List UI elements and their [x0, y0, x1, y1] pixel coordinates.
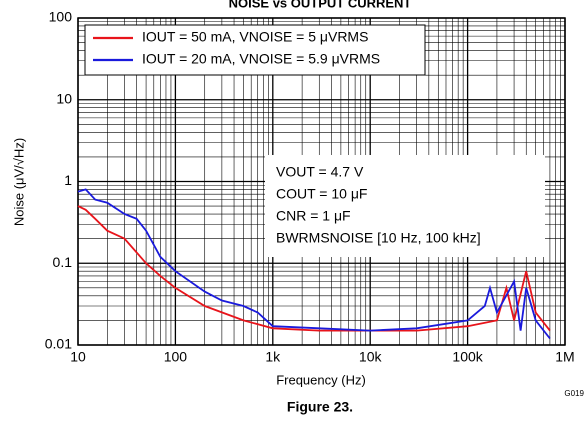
y-tick-label: 0.01: [45, 336, 72, 352]
x-tick-label: 100: [164, 349, 188, 365]
figure-code: G019: [564, 389, 584, 398]
y-axis-label: Noise (μV/√Hz): [11, 138, 26, 226]
annotation: CNR = 1 μF: [276, 208, 351, 224]
y-tick-label: 1: [64, 172, 72, 188]
data-line: [77, 205, 551, 332]
x-tick-label: 10k: [359, 349, 383, 365]
y-tick-label: 100: [49, 9, 73, 25]
annotation: BWRMSNOISE [10 Hz, 100 kHz]: [276, 230, 481, 246]
annotation: VOUT = 4.7 V: [276, 164, 364, 180]
y-tick-label: 10: [56, 90, 72, 106]
figure-caption: Figure 23.: [287, 399, 353, 415]
legend-label: IOUT = 50 mA, VNOISE = 5 μVRMS: [142, 29, 368, 45]
x-tick-label: 1M: [555, 349, 574, 365]
legend-box: [84, 24, 426, 76]
chart-title: NOISE vs OUTPUT CURRENT: [229, 0, 412, 10]
x-tick-label: 10: [70, 349, 86, 365]
x-tick-label: 100k: [452, 349, 483, 365]
annotation: COUT = 10 μF: [276, 186, 367, 202]
plot-frame: [77, 17, 566, 346]
annotation-box: [265, 155, 545, 257]
data-line: [77, 188, 551, 340]
x-axis-label: Frequency (Hz): [276, 372, 366, 387]
x-tick-label: 1k: [265, 349, 281, 365]
legend-label: IOUT = 20 mA, VNOISE = 5.9 μVRMS: [142, 51, 380, 67]
y-tick-label: 0.1: [53, 254, 73, 270]
